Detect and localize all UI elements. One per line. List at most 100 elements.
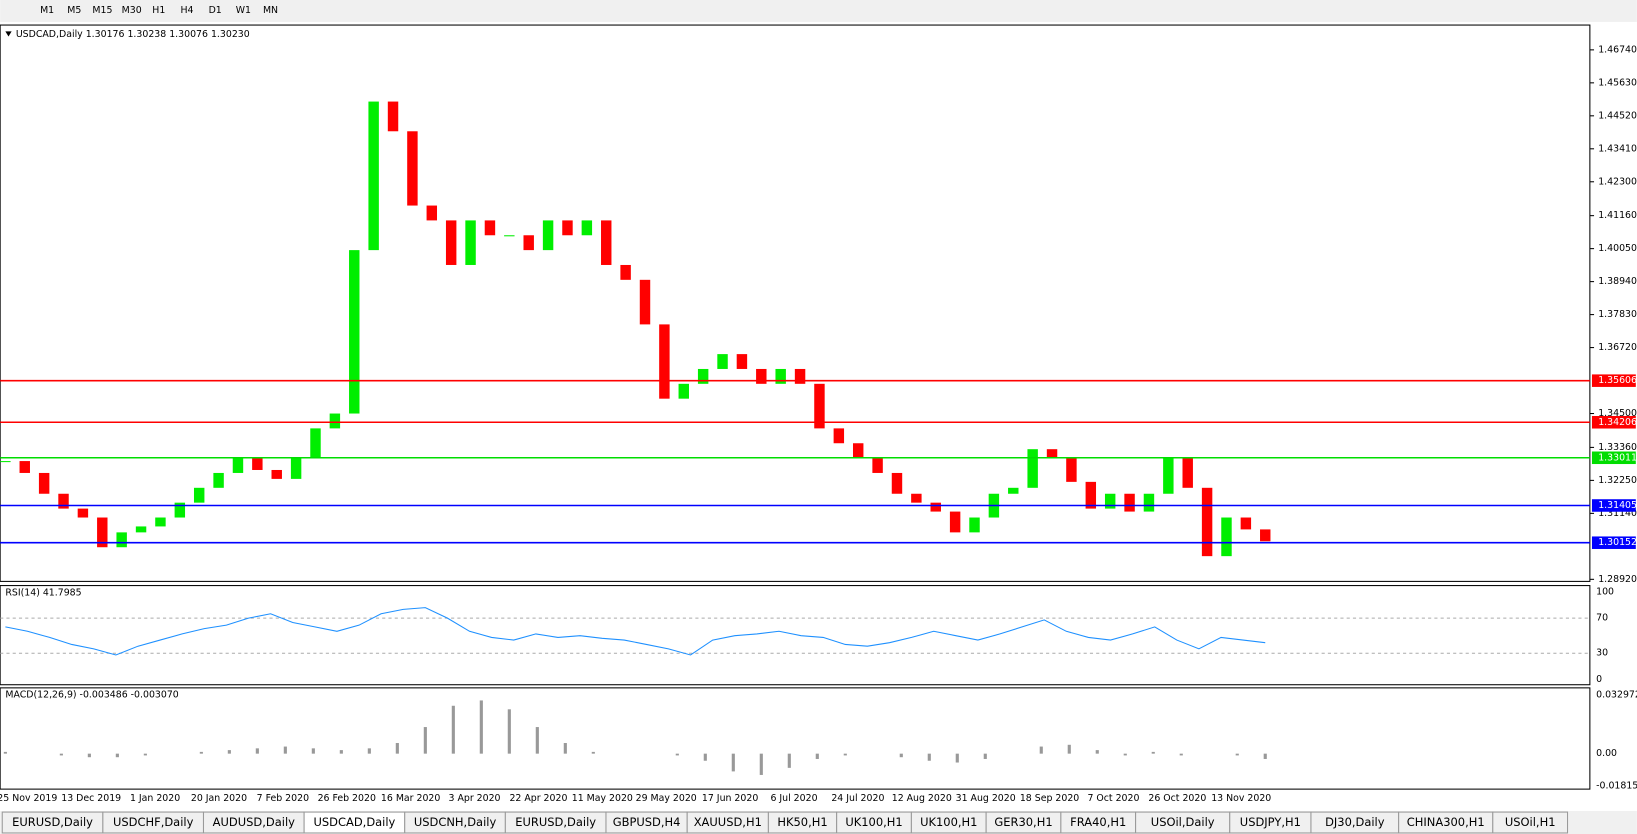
candle xyxy=(562,220,573,236)
candle xyxy=(368,101,379,251)
price-level-tag xyxy=(1591,451,1636,465)
y-tick-label: 1.41160 xyxy=(1598,210,1637,221)
candle xyxy=(1201,487,1213,557)
candle xyxy=(484,220,496,236)
toolbar xyxy=(0,0,1637,22)
candle xyxy=(1104,493,1116,509)
candle xyxy=(445,220,457,265)
y-tick-label: 1.31140 xyxy=(1598,508,1637,519)
candle xyxy=(271,469,282,479)
price-level-label: 1.30152 xyxy=(1598,537,1637,548)
tab-label[interactable]: USOil,H1 xyxy=(1505,815,1556,829)
candle xyxy=(794,368,806,384)
candle xyxy=(659,324,670,399)
timeframe-button[interactable]: W1 xyxy=(236,5,251,16)
candle xyxy=(756,368,767,384)
candle xyxy=(1182,458,1193,488)
tab-label[interactable]: DJ30,Daily xyxy=(1325,815,1385,829)
rsi-line xyxy=(5,607,1266,656)
timeframe-button[interactable]: M5 xyxy=(67,5,81,16)
tab-label[interactable]: USDCAD,Daily xyxy=(313,815,395,829)
price-level-label: 1.34206 xyxy=(1598,417,1637,428)
tab-label[interactable]: UK100,H1 xyxy=(845,815,902,829)
candle xyxy=(581,220,593,236)
price-level-tag xyxy=(1591,416,1636,429)
tab-label[interactable]: GBPUSD,H4 xyxy=(613,815,681,829)
x-tick-label: 26 Oct 2020 xyxy=(1148,793,1206,804)
price-level-tag xyxy=(1591,499,1636,512)
price-level-label: 1.31405 xyxy=(1598,500,1637,511)
tab-label[interactable]: XAUUSD,H1 xyxy=(694,815,762,829)
x-tick-label: 6 Jul 2020 xyxy=(770,793,817,804)
candle xyxy=(213,472,224,488)
candle xyxy=(678,383,689,399)
candle xyxy=(97,517,108,548)
candle xyxy=(639,279,651,325)
rsi-tick-label: 100 xyxy=(1596,586,1614,597)
timeframe-button[interactable]: MN xyxy=(263,5,278,16)
tab-label[interactable]: USOil,Daily xyxy=(1151,815,1215,829)
tab-label[interactable]: HK50,H1 xyxy=(777,815,827,829)
candle xyxy=(872,458,883,473)
tab-label[interactable]: CHINA300,H1 xyxy=(1407,815,1485,829)
candle xyxy=(426,205,438,221)
tab-label[interactable]: USDJPY,H1 xyxy=(1240,815,1301,829)
candle xyxy=(1027,449,1038,488)
y-tick-label: 1.33360 xyxy=(1598,442,1637,453)
tab-label[interactable]: GER30,H1 xyxy=(994,815,1052,829)
x-tick-label: 17 Jun 2020 xyxy=(702,793,758,804)
candle xyxy=(116,532,127,548)
timeframe-button[interactable]: H4 xyxy=(180,5,193,16)
candle xyxy=(814,383,825,429)
candle xyxy=(523,235,534,251)
tab-label[interactable]: USDCHF,Daily xyxy=(113,815,194,829)
x-tick-label: 13 Nov 2020 xyxy=(1211,793,1271,804)
x-tick-label: 3 Apr 2020 xyxy=(449,793,501,804)
timeframe-button[interactable]: M30 xyxy=(122,5,142,16)
x-tick-label: 26 Feb 2020 xyxy=(318,793,376,804)
price-level-tag xyxy=(1591,536,1636,549)
candle xyxy=(387,101,399,132)
y-tick-label: 1.44520 xyxy=(1598,110,1637,121)
rsi-tick-label: 30 xyxy=(1596,648,1608,659)
candle xyxy=(930,502,941,512)
candle xyxy=(620,264,631,280)
tab-label[interactable]: EURUSD,Daily xyxy=(515,815,596,829)
y-tick-label: 1.43410 xyxy=(1598,143,1637,154)
y-tick-label: 1.45630 xyxy=(1598,77,1637,88)
tab-label[interactable]: AUDUSD,Daily xyxy=(213,815,295,829)
candle xyxy=(1124,493,1135,512)
x-tick-label: 25 Nov 2019 xyxy=(0,793,57,804)
rsi-panel xyxy=(0,585,1591,686)
timeframe-button[interactable]: H1 xyxy=(152,5,165,16)
tab-label[interactable]: UK100,H1 xyxy=(920,815,977,829)
y-tick-label: 1.32250 xyxy=(1598,475,1637,486)
candle xyxy=(38,472,50,494)
candle xyxy=(949,511,961,533)
timeframe-button[interactable]: D1 xyxy=(209,5,222,16)
chart-header: USDCAD,Daily 1.30176 1.30238 1.30076 1.3… xyxy=(16,29,250,40)
candle xyxy=(601,220,612,265)
tab-label[interactable]: FRA40,H1 xyxy=(1070,815,1126,829)
candle xyxy=(736,354,748,369)
x-tick-label: 22 Apr 2020 xyxy=(509,793,567,804)
price-panel xyxy=(0,24,1591,582)
tab[interactable] xyxy=(1492,811,1569,834)
macd-tick-label: 0.032972 xyxy=(1596,690,1637,701)
candle xyxy=(0,461,11,463)
timeframe-button[interactable]: M1 xyxy=(40,5,54,16)
y-tick-label: 1.40050 xyxy=(1598,243,1637,254)
tab-label[interactable]: USDCNH,Daily xyxy=(414,815,497,829)
tab-label[interactable]: EURUSD,Daily xyxy=(12,815,93,829)
candle xyxy=(1260,529,1271,542)
candle xyxy=(310,428,321,459)
x-tick-label: 11 May 2020 xyxy=(572,793,633,804)
candle xyxy=(193,487,205,503)
candle xyxy=(891,472,903,494)
timeframe-button[interactable]: M15 xyxy=(92,5,112,16)
macd-tick-label: -0.018154 xyxy=(1596,780,1637,791)
candle xyxy=(911,493,922,503)
candle xyxy=(1143,493,1155,512)
x-tick-label: 12 Aug 2020 xyxy=(892,793,952,804)
